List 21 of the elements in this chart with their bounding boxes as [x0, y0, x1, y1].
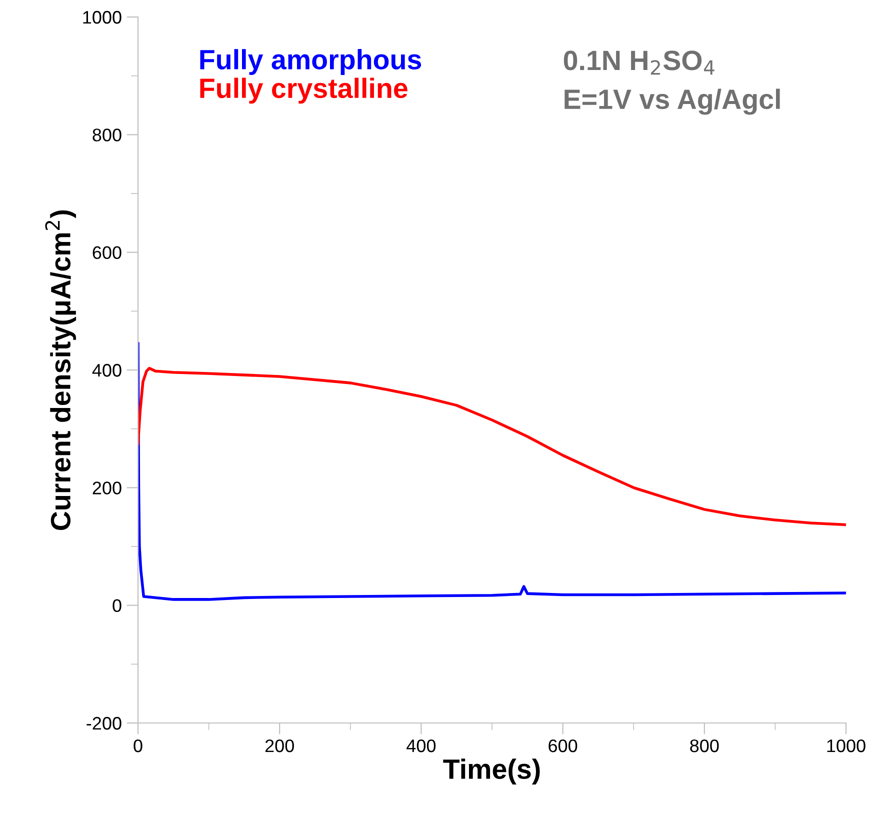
x-tick-label: 600 [548, 739, 578, 752]
line-series [138, 366, 846, 526]
y-tick-label: 1000 [83, 10, 122, 24]
y-tick-label: 600 [92, 246, 122, 260]
x-tick-label: 400 [406, 739, 436, 752]
y-tick-label: 0 [112, 599, 122, 612]
text: Fully amorphous [200, 49, 422, 75]
y-tick-label: -200 [86, 716, 122, 730]
x-tick-label: 0 [134, 739, 142, 752]
y-tick-label: 200 [92, 482, 122, 494]
line-series [138, 342, 846, 601]
x-tick-label: 1000 [827, 739, 866, 752]
annotation: E=1V vs Ag/Agcl [564, 88, 780, 115]
text: Fully crystalline [200, 78, 408, 104]
x-tick-label: 800 [690, 739, 719, 752]
y-tick-label: 800 [92, 128, 122, 142]
x-axis-title: Time(s) [443, 758, 540, 784]
x-tick-label: 200 [265, 739, 294, 752]
y-tick-label: 400 [92, 364, 122, 377]
annotation: 0.1N H$_{2}$SO$_{4}$ [564, 50, 714, 75]
y-axis-title: Current density(μA/cm$^{2}$) [45, 210, 76, 530]
